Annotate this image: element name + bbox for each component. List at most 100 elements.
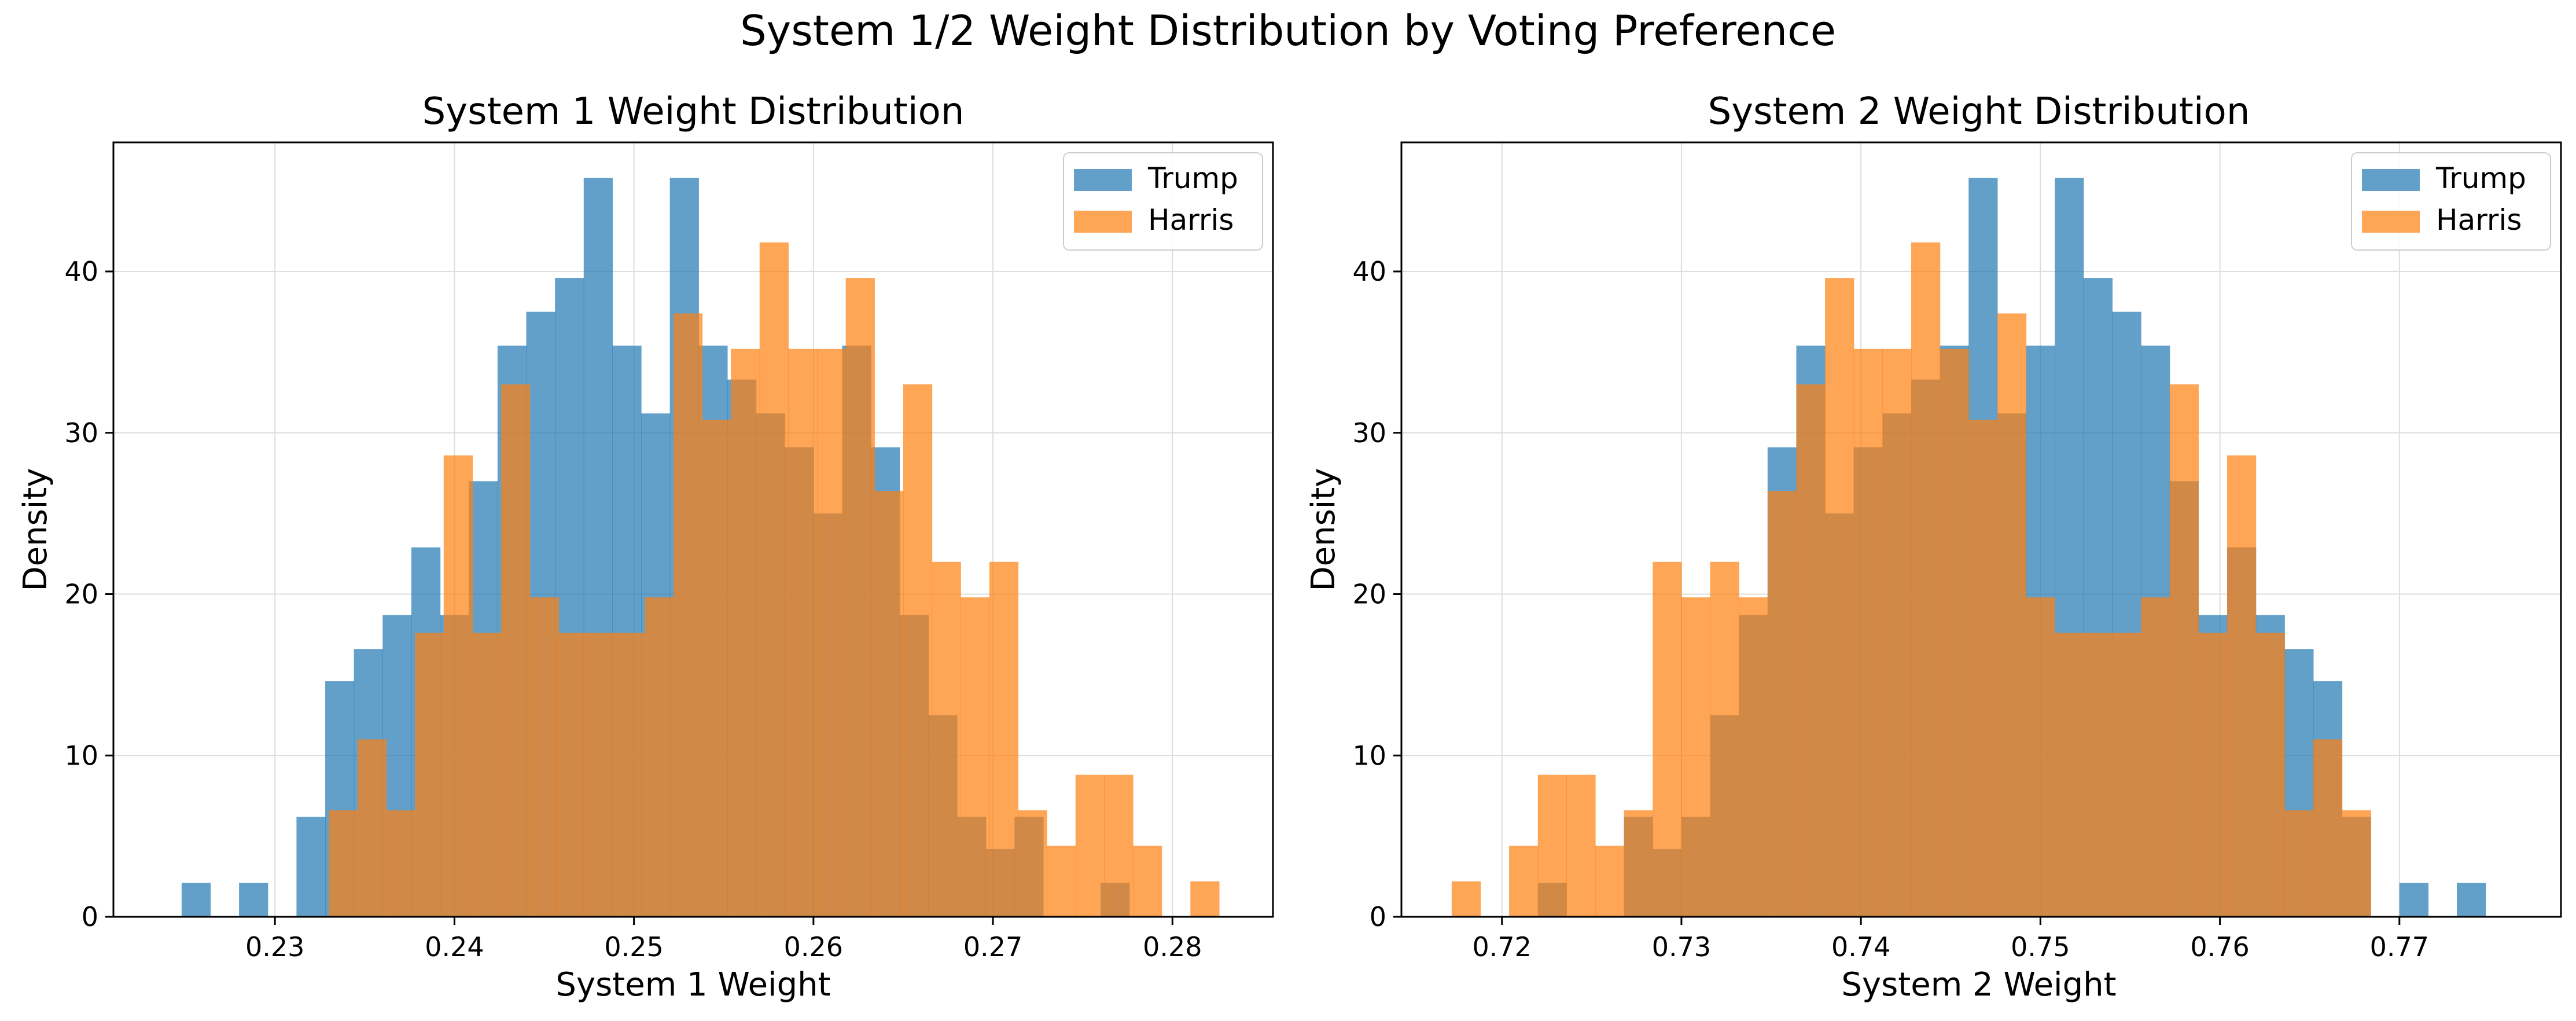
legend-label: Trump xyxy=(2435,161,2526,195)
histogram-bar xyxy=(1451,881,1481,917)
series-harris xyxy=(1451,242,2371,917)
histogram-bar xyxy=(2083,633,2113,917)
histogram-bar xyxy=(2026,597,2055,917)
x-tick-label: 0.77 xyxy=(2370,931,2429,963)
x-tick-label: 0.23 xyxy=(245,931,304,963)
x-tick-label: 0.76 xyxy=(2190,931,2249,963)
y-tick-label: 0 xyxy=(1370,901,1386,932)
histogram-bar xyxy=(472,633,502,917)
histogram-bar xyxy=(1796,384,1826,917)
legend: Trump Harris xyxy=(1063,152,1263,251)
histogram-bar xyxy=(1997,313,2027,917)
x-tick-label: 0.25 xyxy=(604,931,663,963)
y-tick-label: 10 xyxy=(64,740,98,771)
histogram-bar xyxy=(357,739,387,917)
histogram-bar xyxy=(2342,810,2371,917)
histogram-bar xyxy=(702,420,731,917)
histogram-bar xyxy=(587,633,617,917)
histogram-bar xyxy=(2112,633,2141,917)
histogram-bar xyxy=(2198,633,2228,917)
histogram-bar xyxy=(1133,846,1162,917)
histogram-bar xyxy=(1537,774,1567,917)
histogram-bar xyxy=(731,348,760,917)
histogram-bar xyxy=(1911,242,1941,917)
x-axis-label: System 2 Weight xyxy=(1841,966,2116,1004)
histogram-bar xyxy=(1853,348,1883,917)
histogram-bar xyxy=(2055,633,2084,917)
series-harris xyxy=(329,242,1220,917)
histogram-bar xyxy=(2141,597,2170,917)
histogram-bar xyxy=(903,384,933,917)
y-tick-label: 30 xyxy=(1352,417,1386,449)
legend-swatch xyxy=(2362,169,2420,191)
histogram-bar xyxy=(329,810,358,917)
x-tick-label: 0.72 xyxy=(1473,931,1532,963)
histogram-bar xyxy=(1968,420,1998,917)
histogram-bar xyxy=(386,810,415,917)
legend-swatch xyxy=(1074,169,1132,191)
x-tick-label: 0.75 xyxy=(2011,931,2070,963)
chart-system1: System 1 Weight Distribution System 1 We… xyxy=(17,90,1274,1004)
histogram-bar xyxy=(1595,846,1625,917)
x-tick-label: 0.26 xyxy=(784,931,843,963)
histogram-bar xyxy=(2313,739,2343,917)
histogram-bar xyxy=(529,597,559,917)
x-tick-label: 0.27 xyxy=(963,931,1022,963)
x-axis-label: System 1 Weight xyxy=(555,966,830,1004)
histogram-bar xyxy=(2169,384,2199,917)
histogram-bar xyxy=(296,817,326,917)
histogram-bar xyxy=(1940,348,1969,917)
legend-swatch xyxy=(1074,211,1132,233)
y-tick-label: 30 xyxy=(64,417,98,449)
histogram-bar xyxy=(874,491,904,917)
histogram-bar xyxy=(558,633,588,917)
histogram-bar xyxy=(1509,846,1539,917)
chart-title: System 2 Weight Distribution xyxy=(1708,90,2250,133)
histogram-bar xyxy=(1767,491,1797,917)
legend-swatch xyxy=(2362,211,2420,233)
y-tick-label: 40 xyxy=(1352,256,1386,287)
legend-label: Harris xyxy=(2436,203,2522,237)
histogram-bar xyxy=(989,561,1019,917)
legend-label: Trump xyxy=(1147,161,1238,195)
histogram-bar xyxy=(1882,348,1912,917)
histogram-bar xyxy=(1190,881,1220,917)
legend-label: Harris xyxy=(1148,203,1234,237)
y-tick-label: 10 xyxy=(1352,740,1386,771)
histogram-bar xyxy=(2399,883,2429,917)
histogram-bar xyxy=(1047,846,1076,917)
histogram-bar xyxy=(1825,278,1854,917)
histogram-bar xyxy=(2457,883,2486,917)
plot-frame xyxy=(1400,141,2562,918)
histogram-bar xyxy=(1566,774,1596,917)
histogram-bar xyxy=(788,348,818,917)
histogram-bar xyxy=(2227,455,2257,917)
histogram-bar xyxy=(1104,774,1134,917)
histogram-bar xyxy=(673,313,703,917)
histogram-bar xyxy=(239,883,268,917)
x-tick-label: 0.74 xyxy=(1831,931,1890,963)
x-tick-label: 0.24 xyxy=(425,931,484,963)
histogram-bar xyxy=(616,633,645,917)
figure-title: System 1/2 Weight Distribution by Voting… xyxy=(740,6,1836,55)
histogram-bar xyxy=(1739,597,1768,917)
y-tick-label: 20 xyxy=(1352,579,1386,610)
histogram-bar xyxy=(817,348,847,917)
y-tick-label: 40 xyxy=(64,256,98,287)
y-axis-label: Density xyxy=(17,468,54,592)
histogram-bar xyxy=(1624,810,1653,917)
histogram-bar xyxy=(181,883,211,917)
histogram-bar xyxy=(645,597,674,917)
y-tick-label: 20 xyxy=(64,579,98,610)
chart-system2: System 2 Weight Distribution System 2 We… xyxy=(1305,90,2562,1004)
x-tick-label: 0.28 xyxy=(1143,931,1202,963)
histogram-bar xyxy=(2284,810,2314,917)
y-axis-label: Density xyxy=(1305,468,1342,592)
histogram-bar xyxy=(932,561,961,917)
chart-title: System 1 Weight Distribution xyxy=(422,90,965,133)
histogram-bar xyxy=(1018,810,1047,917)
histogram-bar xyxy=(845,278,875,917)
histogram-bar xyxy=(2255,633,2285,917)
histogram-bar xyxy=(501,384,531,917)
histogram-bar xyxy=(1653,561,1682,917)
